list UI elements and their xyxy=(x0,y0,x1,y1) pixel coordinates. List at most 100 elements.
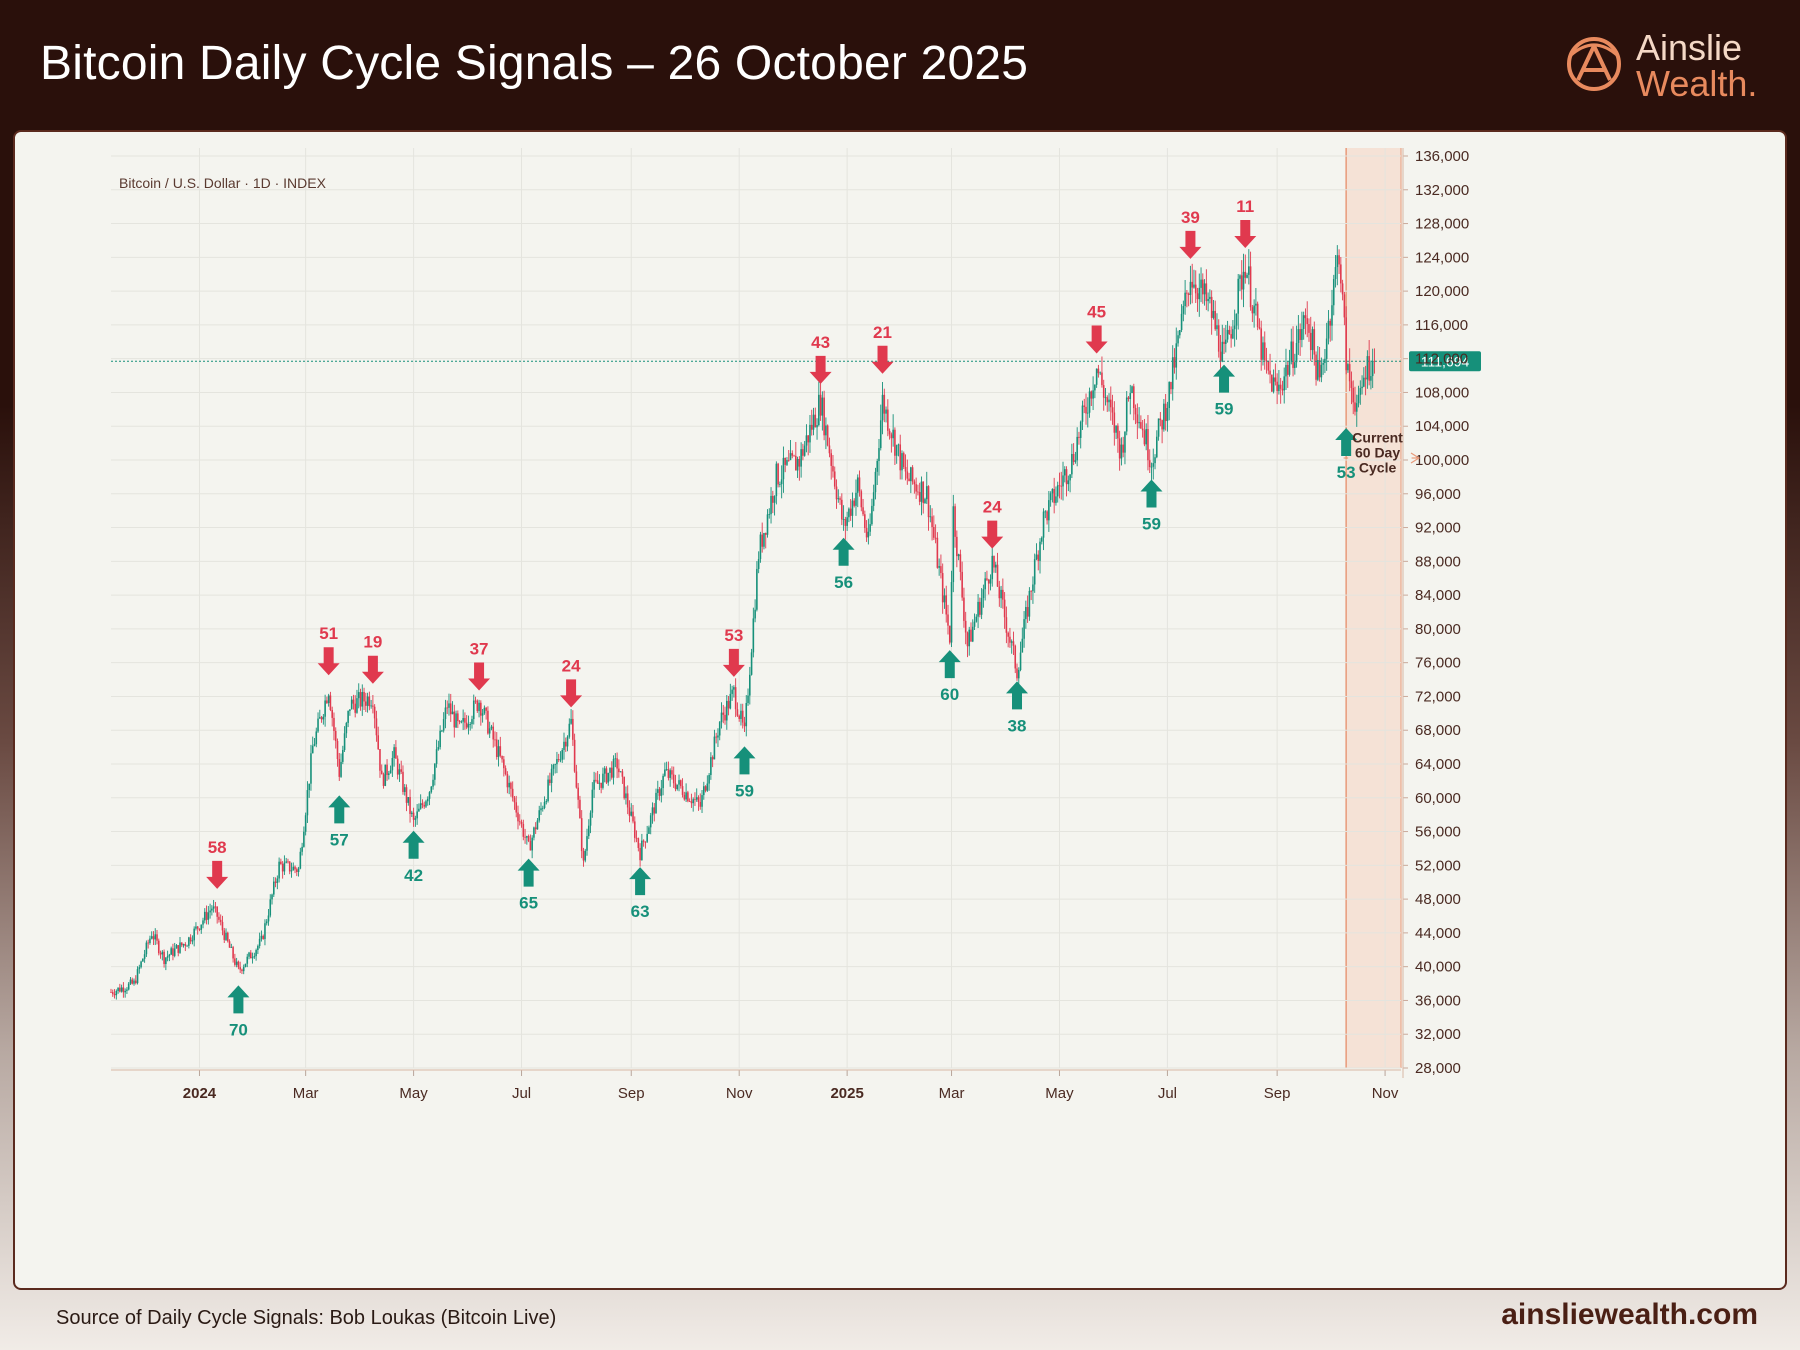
candle-body xyxy=(214,906,217,908)
cycle-bottom-arrow-icon xyxy=(227,985,250,1014)
cycle-signal-label: 53 xyxy=(1337,463,1356,482)
candle-body xyxy=(1147,429,1149,461)
candle-body xyxy=(1120,444,1123,459)
candle-body xyxy=(1079,421,1082,438)
candle-body xyxy=(326,700,328,704)
candle-body xyxy=(506,774,509,788)
x-tick-label: Sep xyxy=(1264,1085,1291,1102)
candle-body xyxy=(111,992,114,995)
candle-body xyxy=(614,758,617,760)
candle-body xyxy=(793,455,795,457)
candle-body xyxy=(471,719,473,725)
candle-body xyxy=(649,815,652,828)
candle-body xyxy=(226,932,229,942)
candle-body xyxy=(549,779,551,784)
candle-body xyxy=(747,695,749,704)
candle-body xyxy=(572,718,574,740)
candle-body xyxy=(1083,405,1086,407)
cycle-top-arrow-icon xyxy=(1234,219,1257,248)
candle-body xyxy=(122,987,125,993)
candle-body xyxy=(775,463,778,497)
candle-body xyxy=(1370,376,1372,381)
candle-body xyxy=(145,942,148,955)
candle-body xyxy=(982,589,985,599)
candle-body xyxy=(258,938,261,946)
cycle-signal-label: 37 xyxy=(470,639,489,658)
x-tick-label: May xyxy=(1045,1085,1074,1102)
candle-body xyxy=(580,818,583,852)
candle-body xyxy=(113,994,116,996)
candle-body xyxy=(538,810,541,821)
candle-body xyxy=(777,463,779,485)
last-price-tag xyxy=(1409,351,1481,372)
candle-body xyxy=(290,870,293,872)
logo-text-ainslie: Ainslie xyxy=(1636,27,1743,68)
candle-body xyxy=(1074,460,1077,462)
candle-body xyxy=(587,825,590,837)
candle-body xyxy=(881,394,884,421)
candle-body xyxy=(672,774,675,784)
site-link[interactable]: ainsliewealth.com xyxy=(1501,1298,1758,1331)
candle-body xyxy=(695,797,698,800)
candle-body xyxy=(699,801,702,807)
candle-body xyxy=(956,536,958,557)
candle-body xyxy=(357,692,360,699)
candle-body xyxy=(687,792,689,802)
candle-body xyxy=(517,812,519,822)
candle-body xyxy=(895,445,898,456)
candle-body xyxy=(605,768,608,783)
candle-body xyxy=(998,586,1001,599)
candle-body xyxy=(770,495,772,515)
candle-body xyxy=(359,692,362,707)
y-tick-label: 76,000 xyxy=(1415,655,1461,672)
candle-body xyxy=(1177,335,1179,344)
candle-body xyxy=(545,800,548,802)
candle-body xyxy=(117,987,119,992)
candle-body xyxy=(1033,559,1036,585)
candle-body xyxy=(499,746,502,756)
candle-body xyxy=(501,755,503,760)
candle-body xyxy=(911,467,914,482)
candle-body xyxy=(833,471,836,487)
candle-body xyxy=(271,894,273,900)
candle-body xyxy=(1198,287,1201,300)
y-tick-label: 124,000 xyxy=(1415,249,1469,266)
x-axis: 2024 Mar May Jul Sep Nov 2025 Mar May Jul Sep Nov xyxy=(111,1069,1401,1102)
candle-body xyxy=(966,632,969,647)
candle-body xyxy=(350,699,353,710)
candle-body xyxy=(1040,537,1043,542)
candle-body xyxy=(237,961,240,968)
candle-body xyxy=(749,674,751,696)
candle-body xyxy=(1090,391,1093,399)
candle-body xyxy=(1248,266,1250,275)
candle-body xyxy=(437,747,440,750)
candle-body xyxy=(147,942,149,944)
cycle-signal-label: 59 xyxy=(1215,400,1234,419)
y-axis: 136,000 132,000 128,000 124,000 120,000 116,0… xyxy=(1402,148,1469,1078)
candle-body xyxy=(1332,278,1335,306)
candle-body xyxy=(269,899,272,916)
candle-body xyxy=(963,597,965,621)
ainslie-logo-icon xyxy=(1567,37,1621,91)
candle-body xyxy=(405,787,408,803)
candle-body xyxy=(810,424,813,430)
candle-body xyxy=(398,769,401,775)
cycle-top-arrow-icon xyxy=(809,355,832,384)
candle-body xyxy=(759,534,762,560)
candle-body xyxy=(656,789,659,793)
candle-body xyxy=(418,808,420,812)
candle-body xyxy=(637,838,640,848)
candle-body xyxy=(858,477,861,492)
candle-body xyxy=(223,930,226,940)
candle-body xyxy=(1154,457,1156,464)
candle-body xyxy=(729,693,732,709)
candle-body xyxy=(1007,632,1009,637)
candle-body xyxy=(869,524,871,532)
candle-body xyxy=(533,827,535,838)
candle-body xyxy=(1003,599,1006,618)
candle-body xyxy=(235,961,238,965)
candle-body xyxy=(1125,397,1128,432)
candle-body xyxy=(1334,267,1337,279)
cycle-signal-label: 24 xyxy=(983,498,1002,517)
candle-body xyxy=(407,797,410,803)
